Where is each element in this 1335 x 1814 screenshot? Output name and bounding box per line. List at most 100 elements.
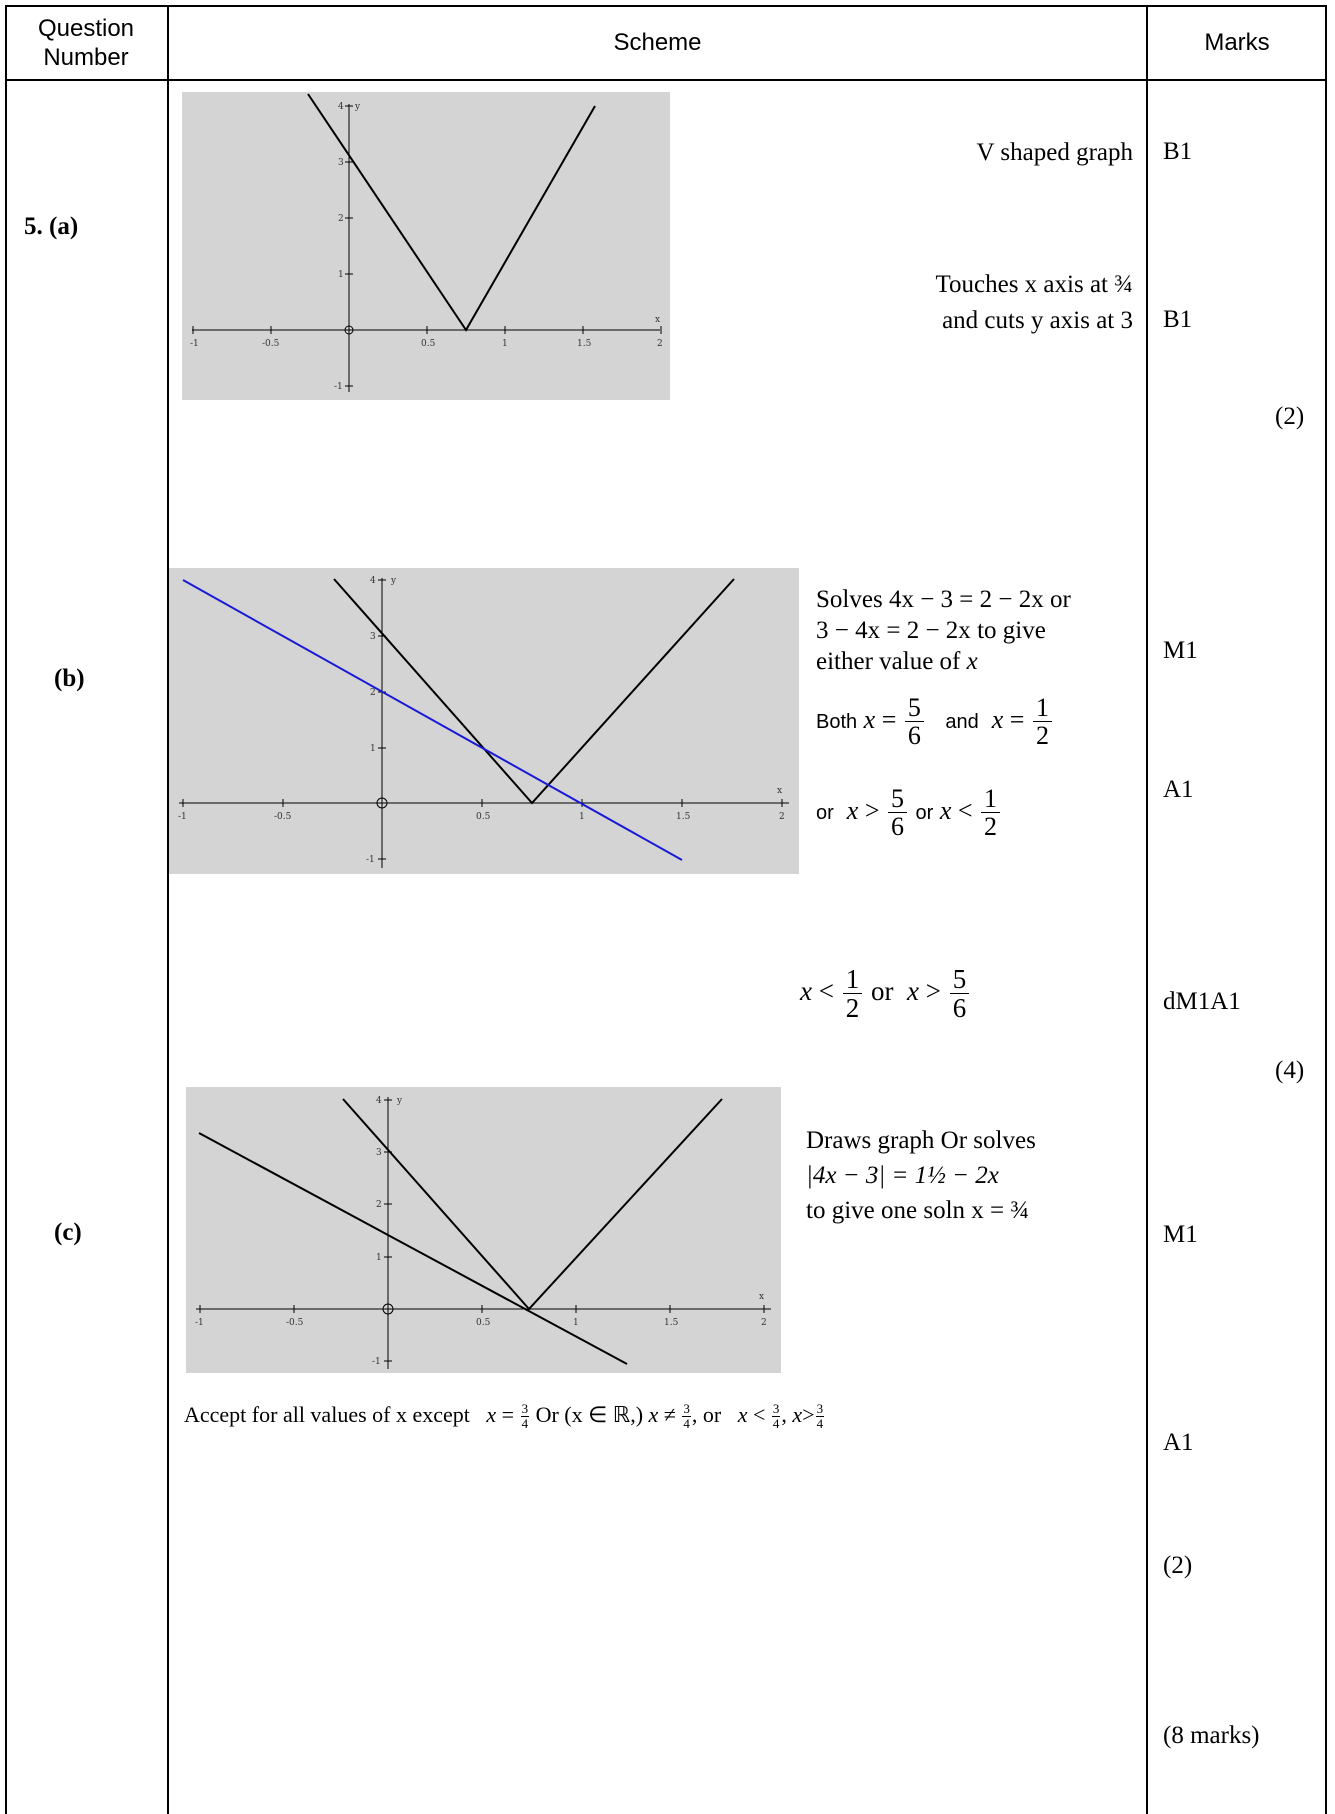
header-question-number: Question Number bbox=[37, 15, 135, 71]
graph-c-svg: -1 -0.5 0.5 1 1.5 2 4 3 2 1 -1 y x bbox=[195, 1096, 771, 1369]
graph-part-a: -1 -0.5 0.5 1 1.5 2 4 3 2 1 -1 y x bbox=[182, 92, 670, 400]
y-tick-label: 3 bbox=[376, 1148, 382, 1158]
part-c-draws-graph: Draws graph Or solves bbox=[806, 1127, 1036, 1154]
y-tick-label: 2 bbox=[376, 1200, 382, 1210]
part-c-equation: |4x − 3| = 1½ − 2x bbox=[806, 1162, 999, 1189]
part-a-note-touches-line2: and cuts y axis at 3 bbox=[942, 307, 1133, 334]
x-tick-label: -0.5 bbox=[274, 812, 292, 822]
x-tick-label: 1 bbox=[573, 1318, 579, 1328]
x-axis-label: x bbox=[777, 786, 782, 796]
part-b-total: (4) bbox=[1275, 1057, 1305, 1084]
straight-line-blue bbox=[182, 579, 683, 861]
part-b-solves-line1: Solves 4x − 3 = 2 − 2x or bbox=[816, 585, 1071, 615]
x-tick-label: 2 bbox=[761, 1318, 767, 1328]
y-tick-label: 2 bbox=[338, 214, 344, 224]
v-graph-line bbox=[307, 93, 596, 332]
x-tick-label: 0.5 bbox=[476, 1318, 491, 1328]
y-axis-label: y bbox=[396, 1096, 403, 1106]
y-axis-label: y bbox=[354, 102, 361, 112]
and-word: and bbox=[945, 710, 979, 733]
x-tick-label: -1 bbox=[178, 812, 187, 822]
graph-b-svg: -1 -0.5 0.5 1 1.5 2 4 3 2 1 -1 y x bbox=[178, 576, 789, 868]
origin-marker bbox=[376, 797, 388, 809]
part-c-one-soln: to give one soln x = ¾ bbox=[806, 1197, 1030, 1224]
solves-word: Solves bbox=[816, 586, 883, 613]
part-b-label: (b) bbox=[54, 665, 85, 692]
x-tick-label: 1 bbox=[502, 339, 508, 349]
x-tick-label: 1.5 bbox=[664, 1318, 679, 1328]
header-bottom-border bbox=[5, 79, 1327, 81]
y-tick-label: -1 bbox=[372, 1357, 381, 1367]
or-between: or bbox=[915, 801, 934, 824]
part-b-mark-a1: A1 bbox=[1163, 776, 1194, 803]
marks-col-divider bbox=[1146, 5, 1148, 1814]
part-a-note-v-shaped: V shaped graph bbox=[976, 139, 1133, 166]
y-tick-label: 1 bbox=[338, 270, 344, 280]
origin-marker bbox=[344, 325, 354, 335]
part-c-mark-a1: A1 bbox=[1163, 1429, 1194, 1456]
equation-1: 4x − 3 = 2 − 2x bbox=[888, 586, 1044, 613]
part-c-mark-m1: M1 bbox=[1163, 1221, 1198, 1248]
y-tick-label: 1 bbox=[370, 744, 376, 754]
part-b-solves-line3: either value of x bbox=[816, 647, 978, 677]
x-axis-ticks bbox=[192, 326, 662, 334]
x-tick-label: 1 bbox=[579, 812, 585, 822]
y-axis-label: y bbox=[390, 576, 397, 586]
x-tick-label: 1.5 bbox=[676, 812, 691, 822]
part-b-solves-line2: 3 − 4x = 2 − 2x to give bbox=[816, 616, 1046, 646]
straight-line bbox=[198, 1132, 628, 1365]
part-b-mark-m1: M1 bbox=[1163, 637, 1198, 664]
question-col-divider bbox=[167, 5, 169, 1814]
x-tick-label: 2 bbox=[657, 339, 663, 349]
table-top-border bbox=[5, 5, 1327, 7]
v-graph-line bbox=[333, 578, 735, 805]
x-tick-label: -0.5 bbox=[262, 339, 280, 349]
y-tick-label: 3 bbox=[370, 632, 376, 642]
both-word: Both bbox=[816, 710, 858, 733]
y-tick-label: 4 bbox=[338, 102, 344, 112]
table-left-border bbox=[5, 5, 7, 1814]
y-tick-label: 4 bbox=[376, 1096, 382, 1106]
x-variable: x bbox=[966, 648, 978, 675]
part-a-note-touches-line1: Touches x axis at ¾ bbox=[935, 271, 1133, 298]
or-word: Or bbox=[535, 1402, 559, 1427]
part-b-mark-dm1a1: dM1A1 bbox=[1163, 988, 1241, 1015]
header-marks: Marks bbox=[1204, 29, 1270, 56]
or-word: or bbox=[1050, 586, 1071, 613]
part-c-label: (c) bbox=[54, 1219, 82, 1246]
or-word: or bbox=[870, 976, 894, 1007]
origin-marker bbox=[382, 1303, 394, 1315]
v-graph-line bbox=[342, 1098, 723, 1311]
x-axis-label: x bbox=[655, 315, 660, 325]
x-tick-label: -1 bbox=[190, 339, 199, 349]
or-word: or bbox=[702, 1402, 722, 1427]
x-tick-label: -1 bbox=[195, 1318, 204, 1328]
real-set: (x ∈ ℝ,) bbox=[564, 1402, 644, 1427]
x-tick-label: 2 bbox=[779, 812, 785, 822]
x-axis-ticks bbox=[182, 799, 783, 807]
to-give-text: to give bbox=[977, 617, 1046, 644]
or-label: or bbox=[816, 801, 834, 824]
y-tick-label: -1 bbox=[366, 855, 375, 865]
table-right-border bbox=[1325, 5, 1327, 1814]
x-tick-label: 1.5 bbox=[577, 339, 592, 349]
part-a-label: 5. (a) bbox=[24, 213, 79, 240]
y-tick-label: 1 bbox=[376, 1253, 382, 1263]
y-axis-ticks bbox=[345, 105, 353, 387]
graph-part-c: -1 -0.5 0.5 1 1.5 2 4 3 2 1 -1 y x bbox=[186, 1087, 781, 1373]
x-tick-label: 0.5 bbox=[476, 812, 491, 822]
x-axis-label: x bbox=[759, 1292, 764, 1302]
